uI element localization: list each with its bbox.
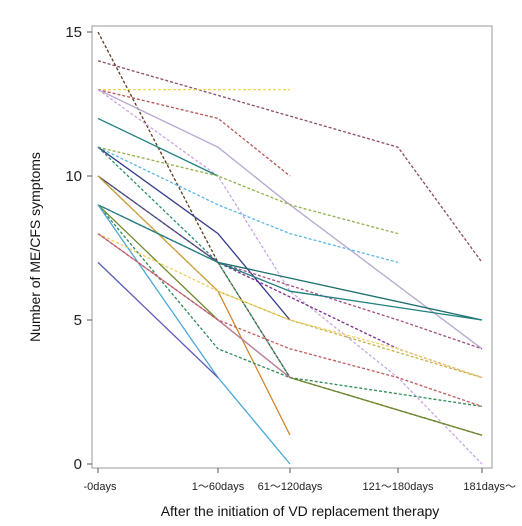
- x-axis-title: After the initiation of VD replacement t…: [161, 503, 440, 519]
- series-line-18: [97, 204, 483, 408]
- x-tick-label: 61～120days: [258, 481, 323, 493]
- series-line-9: [97, 146, 399, 264]
- series-line-10: [97, 146, 291, 321]
- series-line-24: [97, 261, 219, 379]
- y-tick-label: 5: [74, 312, 82, 329]
- series-line-6: [97, 89, 483, 465]
- series-line-17: [97, 204, 483, 321]
- y-axis-ticks: 0 5 10 15: [65, 24, 92, 473]
- plot-frame: [91, 25, 493, 469]
- x-tick-label: -0days: [83, 481, 117, 493]
- y-tick-label: 15: [65, 24, 82, 41]
- y-tick-label: 10: [65, 168, 82, 185]
- series-layer: [97, 31, 483, 465]
- series-line-2: [97, 60, 483, 263]
- x-tick-label: 181days～: [463, 481, 516, 493]
- x-tick-label: 1～60days: [192, 481, 245, 493]
- series-line-7: [97, 117, 219, 177]
- series-line-22: [97, 233, 483, 379]
- series-line-8: [97, 146, 399, 235]
- y-axis-title: Number of ME/CFS symptoms: [27, 152, 43, 342]
- x-axis-ticks: -0days 1～60days 61～120days 121～180days 181da…: [83, 468, 516, 493]
- series-line-4: [97, 88, 291, 177]
- series-line-5: [97, 89, 483, 350]
- x-tick-label: 121～180days: [363, 481, 434, 493]
- y-tick-label: 0: [74, 456, 82, 473]
- series-line-23: [97, 233, 483, 408]
